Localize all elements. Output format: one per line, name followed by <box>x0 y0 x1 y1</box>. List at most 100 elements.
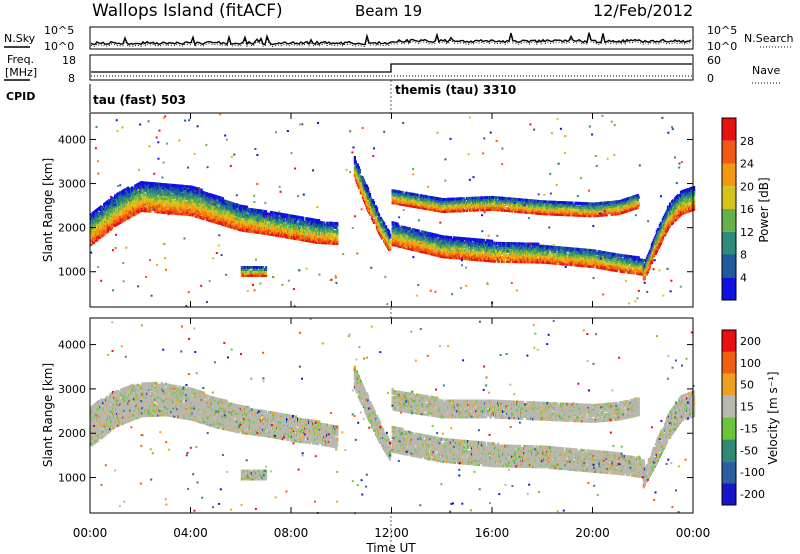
power-cell <box>575 201 578 205</box>
power-cell <box>90 241 93 245</box>
power-cell <box>368 193 372 196</box>
power-cell <box>239 220 242 224</box>
power-cell <box>317 240 320 244</box>
power-cell <box>218 221 221 225</box>
power-cell <box>197 215 200 219</box>
power-cell <box>322 223 325 227</box>
power-cell <box>142 201 145 205</box>
power-cell <box>293 234 296 238</box>
power-cell <box>116 216 119 220</box>
power-cell <box>158 208 161 212</box>
power-cell <box>142 193 145 197</box>
power-cell <box>130 214 133 218</box>
power-cell <box>238 206 241 210</box>
power-cell <box>198 190 201 193</box>
power-cell <box>151 194 154 197</box>
power-cell <box>302 218 305 222</box>
power-cell <box>169 193 172 197</box>
power-cell <box>161 185 164 188</box>
power-cell <box>221 197 224 201</box>
power-cell <box>336 222 339 226</box>
power-cell <box>336 224 339 228</box>
freq-label: Freq. <box>7 53 34 66</box>
date-title: 12/Feb/2012 <box>593 1 693 20</box>
power-cell <box>128 190 131 193</box>
power-cell <box>203 211 206 215</box>
power-cell <box>97 237 100 241</box>
power-cell <box>273 225 277 229</box>
power-cell <box>230 211 233 215</box>
power-cell <box>319 237 322 241</box>
power-cell <box>230 215 233 219</box>
power-cell <box>186 191 189 195</box>
power-cell <box>239 214 242 218</box>
power-cell <box>224 204 227 207</box>
power-cell <box>250 230 253 234</box>
power-cell <box>139 181 142 185</box>
power-cell <box>260 229 264 233</box>
power-cell <box>111 226 114 230</box>
power-cell <box>183 212 186 216</box>
power-cell <box>233 224 236 228</box>
power-cell <box>154 188 157 192</box>
power-cell <box>135 211 138 215</box>
power-cell <box>249 214 252 218</box>
power-cell <box>169 197 172 201</box>
power-cell <box>214 198 217 202</box>
power-cell <box>276 230 280 233</box>
power-cell <box>140 189 143 193</box>
power-cell <box>94 228 97 231</box>
noise-sky-line <box>90 32 692 46</box>
power-cell <box>315 236 318 240</box>
power-cell <box>264 212 268 216</box>
power-cell <box>357 166 360 170</box>
power-cell <box>239 204 242 208</box>
power-cell <box>316 227 319 230</box>
power-cell <box>223 215 226 219</box>
freq-tick-18: 18 <box>62 54 76 67</box>
power-cell <box>133 203 136 206</box>
power-cell <box>303 232 306 236</box>
power-cell <box>264 222 268 225</box>
power-cell <box>188 211 191 215</box>
power-cell <box>185 187 188 191</box>
power-cell <box>119 211 122 214</box>
power-cell <box>282 226 285 230</box>
power-cell <box>277 226 281 230</box>
power-cell <box>307 221 310 225</box>
power-cell <box>237 219 240 223</box>
power-cell <box>190 185 193 189</box>
power-cell <box>197 209 200 213</box>
power-cell <box>160 194 163 198</box>
power-cell <box>572 203 575 207</box>
power-cell <box>233 222 236 226</box>
power-cell <box>292 218 295 222</box>
power-cell <box>251 216 254 220</box>
power-cell <box>325 241 328 245</box>
power-cell <box>356 163 359 167</box>
power-cell <box>235 217 238 221</box>
power-cell <box>131 186 134 190</box>
power-cell <box>225 220 228 224</box>
power-cell <box>336 242 339 245</box>
power-cell <box>163 203 166 206</box>
power-cell <box>206 192 209 196</box>
power-cell <box>389 245 392 249</box>
power-cell <box>149 195 152 199</box>
power-cell <box>232 214 235 218</box>
power-cell <box>150 205 153 209</box>
power-cell <box>262 217 266 221</box>
power-cell <box>306 229 309 233</box>
power-cell <box>285 223 288 227</box>
power-cell <box>196 187 199 191</box>
power-cell <box>155 194 158 198</box>
power-cell <box>179 206 182 210</box>
power-cell <box>239 210 242 214</box>
power-cell <box>377 213 381 217</box>
power-cell <box>240 216 243 220</box>
power-cell <box>165 211 168 215</box>
power-cell <box>172 201 175 205</box>
power-cell <box>157 198 160 202</box>
cpid-segment-2: themis (tau) 3310 <box>395 83 516 97</box>
power-cell <box>336 228 339 232</box>
